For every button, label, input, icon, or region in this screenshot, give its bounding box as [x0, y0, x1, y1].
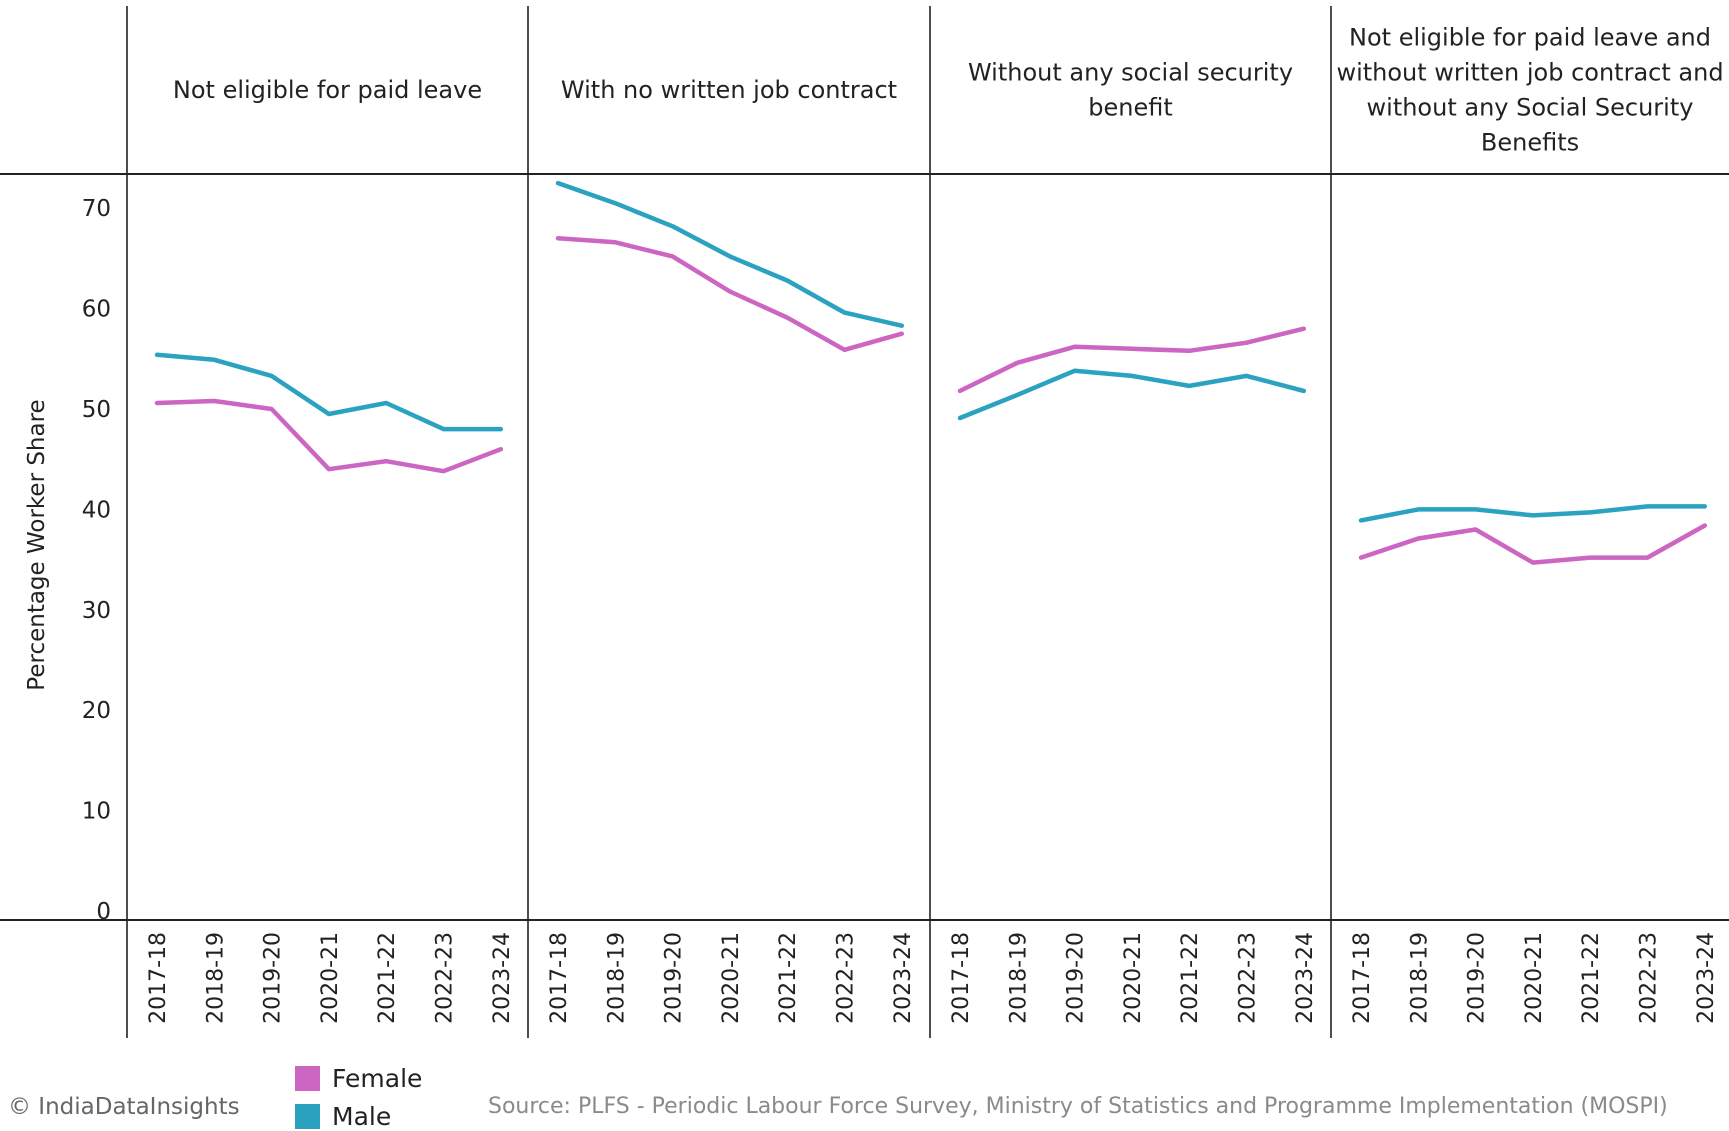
legend-item-female: Female — [295, 1064, 422, 1093]
x-tick-label: 2018-19 — [203, 932, 228, 1024]
x-tick-label: 2023-24 — [1293, 932, 1318, 1024]
x-tick-label: 2019-20 — [1064, 932, 1089, 1024]
x-tick-label: 2017-18 — [1350, 932, 1375, 1024]
x-tick-label: 2020-21 — [1522, 932, 1547, 1024]
x-tick-label: 2022-23 — [1236, 932, 1261, 1024]
panel-title-4: Not eligible for paid leave and without w… — [1336, 24, 1723, 157]
x-tick-label: 2019-20 — [261, 932, 286, 1024]
y-tick-label: 60 — [82, 297, 111, 323]
y-tick-label: 0 — [96, 899, 111, 925]
panel-title-3: Without any social security benefit — [968, 59, 1293, 122]
x-tick-label: 2018-19 — [1407, 932, 1432, 1024]
x-tick-label: 2023-24 — [490, 932, 515, 1024]
series-line-female-panel-4 — [1358, 523, 1708, 565]
y-tick-label: 10 — [82, 799, 111, 825]
source-text: Source: PLFS - Periodic Labour Force Sur… — [488, 1094, 1668, 1119]
x-tick-label: 2019-20 — [1465, 932, 1490, 1024]
legend-label-female: Female — [332, 1064, 423, 1093]
x-tick-label: 2017-18 — [949, 932, 974, 1024]
y-tick-label: 70 — [82, 196, 111, 222]
x-tick-label: 2017-18 — [547, 932, 572, 1024]
x-tick-label: 2020-21 — [719, 932, 744, 1024]
x-tick-label: 2022-23 — [433, 932, 458, 1024]
y-axis-label: Percentage Worker Share — [24, 399, 50, 690]
x-tick-label: 2021-22 — [1178, 932, 1203, 1024]
series-line-male-panel-2 — [555, 180, 905, 328]
y-tick-label: 20 — [82, 698, 111, 724]
panel-title-1: Not eligible for paid leave — [173, 76, 482, 104]
x-tick-label: 2019-20 — [662, 932, 687, 1024]
x-tick-label: 2022-23 — [1637, 932, 1662, 1024]
y-tick-label: 40 — [82, 497, 111, 523]
series-line-male-panel-1 — [154, 352, 504, 432]
legend-swatch-male — [295, 1104, 320, 1129]
x-tick-label: 2020-21 — [318, 932, 343, 1024]
copyright-text: © IndiaDataInsights — [8, 1094, 240, 1120]
x-tick-label: 2018-19 — [604, 932, 629, 1024]
legend-item-male: Male — [295, 1102, 391, 1131]
x-tick-label: 2022-23 — [834, 932, 859, 1024]
x-tick-label: 2023-24 — [1694, 932, 1719, 1024]
series-line-male-panel-3 — [957, 368, 1307, 421]
x-tick-label: 2021-22 — [375, 932, 400, 1024]
x-tick-label: 2023-24 — [891, 932, 916, 1024]
series-line-female-panel-2 — [555, 236, 905, 353]
x-tick-label: 2021-22 — [776, 932, 801, 1024]
series-line-female-panel-3 — [957, 326, 1307, 394]
y-tick-label: 30 — [82, 598, 111, 624]
y-tick-label: 50 — [82, 397, 111, 423]
legend-swatch-female — [295, 1066, 320, 1091]
series-line-female-panel-1 — [154, 398, 504, 474]
x-tick-label: 2017-18 — [146, 932, 171, 1024]
legend-label-male: Male — [332, 1102, 392, 1131]
x-tick-label: 2021-22 — [1579, 932, 1604, 1024]
series-line-male-panel-4 — [1358, 504, 1708, 523]
x-tick-label: 2018-19 — [1006, 932, 1031, 1024]
x-tick-label: 2020-21 — [1121, 932, 1146, 1024]
panel-title-2: With no written job contract — [561, 76, 897, 104]
